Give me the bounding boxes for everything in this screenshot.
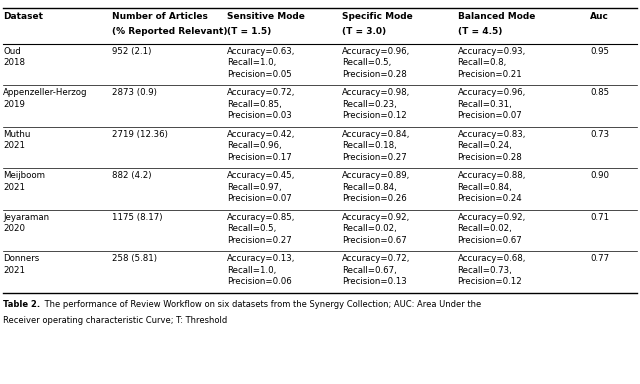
Text: 0.95: 0.95: [590, 47, 609, 56]
Text: Accuracy=0.96,
Recall=0.31,
Precision=0.07: Accuracy=0.96, Recall=0.31, Precision=0.…: [458, 88, 526, 120]
Text: Appenzeller-Herzog
2019: Appenzeller-Herzog 2019: [3, 88, 88, 109]
Text: Auc: Auc: [590, 12, 609, 21]
Text: Accuracy=0.98,
Recall=0.23,
Precision=0.12: Accuracy=0.98, Recall=0.23, Precision=0.…: [342, 88, 411, 120]
Text: 952 (2.1): 952 (2.1): [112, 47, 152, 56]
Text: Accuracy=0.63,
Recall=1.0,
Precision=0.05: Accuracy=0.63, Recall=1.0, Precision=0.0…: [227, 47, 296, 79]
Text: Meijboom
2021: Meijboom 2021: [3, 171, 45, 192]
Text: Accuracy=0.13,
Recall=1.0,
Precision=0.06: Accuracy=0.13, Recall=1.0, Precision=0.0…: [227, 254, 296, 286]
Text: Balanced Mode: Balanced Mode: [458, 12, 535, 21]
Text: 882 (4.2): 882 (4.2): [112, 171, 152, 180]
Text: Dataset: Dataset: [3, 12, 44, 21]
Text: 258 (5.81): 258 (5.81): [112, 254, 157, 263]
Text: 2873 (0.9): 2873 (0.9): [112, 88, 157, 97]
Text: (T = 1.5): (T = 1.5): [227, 27, 271, 36]
Text: 0.73: 0.73: [590, 130, 609, 139]
Text: (% Reported Relevant): (% Reported Relevant): [112, 27, 227, 36]
Text: Accuracy=0.42,
Recall=0.96,
Precision=0.17: Accuracy=0.42, Recall=0.96, Precision=0.…: [227, 130, 296, 162]
Text: Accuracy=0.72,
Recall=0.67,
Precision=0.13: Accuracy=0.72, Recall=0.67, Precision=0.…: [342, 254, 411, 286]
Text: Accuracy=0.92,
Recall=0.02,
Precision=0.67: Accuracy=0.92, Recall=0.02, Precision=0.…: [342, 213, 411, 245]
Text: Accuracy=0.96,
Recall=0.5,
Precision=0.28: Accuracy=0.96, Recall=0.5, Precision=0.2…: [342, 47, 411, 79]
Text: Accuracy=0.93,
Recall=0.8,
Precision=0.21: Accuracy=0.93, Recall=0.8, Precision=0.2…: [458, 47, 526, 79]
Text: 2719 (12.36): 2719 (12.36): [112, 130, 168, 139]
Text: Number of Articles: Number of Articles: [112, 12, 208, 21]
Text: Oud
2018: Oud 2018: [3, 47, 25, 67]
Text: Accuracy=0.72,
Recall=0.85,
Precision=0.03: Accuracy=0.72, Recall=0.85, Precision=0.…: [227, 88, 296, 120]
Text: Accuracy=0.88,
Recall=0.84,
Precision=0.24: Accuracy=0.88, Recall=0.84, Precision=0.…: [458, 171, 526, 203]
Text: Accuracy=0.89,
Recall=0.84,
Precision=0.26: Accuracy=0.89, Recall=0.84, Precision=0.…: [342, 171, 411, 203]
Text: Accuracy=0.68,
Recall=0.73,
Precision=0.12: Accuracy=0.68, Recall=0.73, Precision=0.…: [458, 254, 526, 286]
Text: Accuracy=0.84,
Recall=0.18,
Precision=0.27: Accuracy=0.84, Recall=0.18, Precision=0.…: [342, 130, 411, 162]
Text: (T = 3.0): (T = 3.0): [342, 27, 387, 36]
Text: Specific Mode: Specific Mode: [342, 12, 413, 21]
Text: 0.85: 0.85: [590, 88, 609, 97]
Text: Accuracy=0.92,
Recall=0.02,
Precision=0.67: Accuracy=0.92, Recall=0.02, Precision=0.…: [458, 213, 526, 245]
Text: Receiver operating characteristic Curve; T: Threshold: Receiver operating characteristic Curve;…: [3, 316, 227, 324]
Text: Table 2.: Table 2.: [3, 300, 40, 308]
Text: (T = 4.5): (T = 4.5): [458, 27, 502, 36]
Text: Jeyaraman
2020: Jeyaraman 2020: [3, 213, 49, 233]
Text: Accuracy=0.83,
Recall=0.24,
Precision=0.28: Accuracy=0.83, Recall=0.24, Precision=0.…: [458, 130, 526, 162]
Text: 0.71: 0.71: [590, 213, 609, 222]
Text: 0.77: 0.77: [590, 254, 609, 263]
Text: Donners
2021: Donners 2021: [3, 254, 40, 275]
Text: Sensitive Mode: Sensitive Mode: [227, 12, 305, 21]
Text: 1175 (8.17): 1175 (8.17): [112, 213, 163, 222]
Text: Muthu
2021: Muthu 2021: [3, 130, 31, 150]
Text: The performance of Review Workflow on six datasets from the Synergy Collection; : The performance of Review Workflow on si…: [42, 300, 481, 308]
Text: Accuracy=0.45,
Recall=0.97,
Precision=0.07: Accuracy=0.45, Recall=0.97, Precision=0.…: [227, 171, 296, 203]
Text: Accuracy=0.85,
Recall=0.5,
Precision=0.27: Accuracy=0.85, Recall=0.5, Precision=0.2…: [227, 213, 296, 245]
Text: 0.90: 0.90: [590, 171, 609, 180]
